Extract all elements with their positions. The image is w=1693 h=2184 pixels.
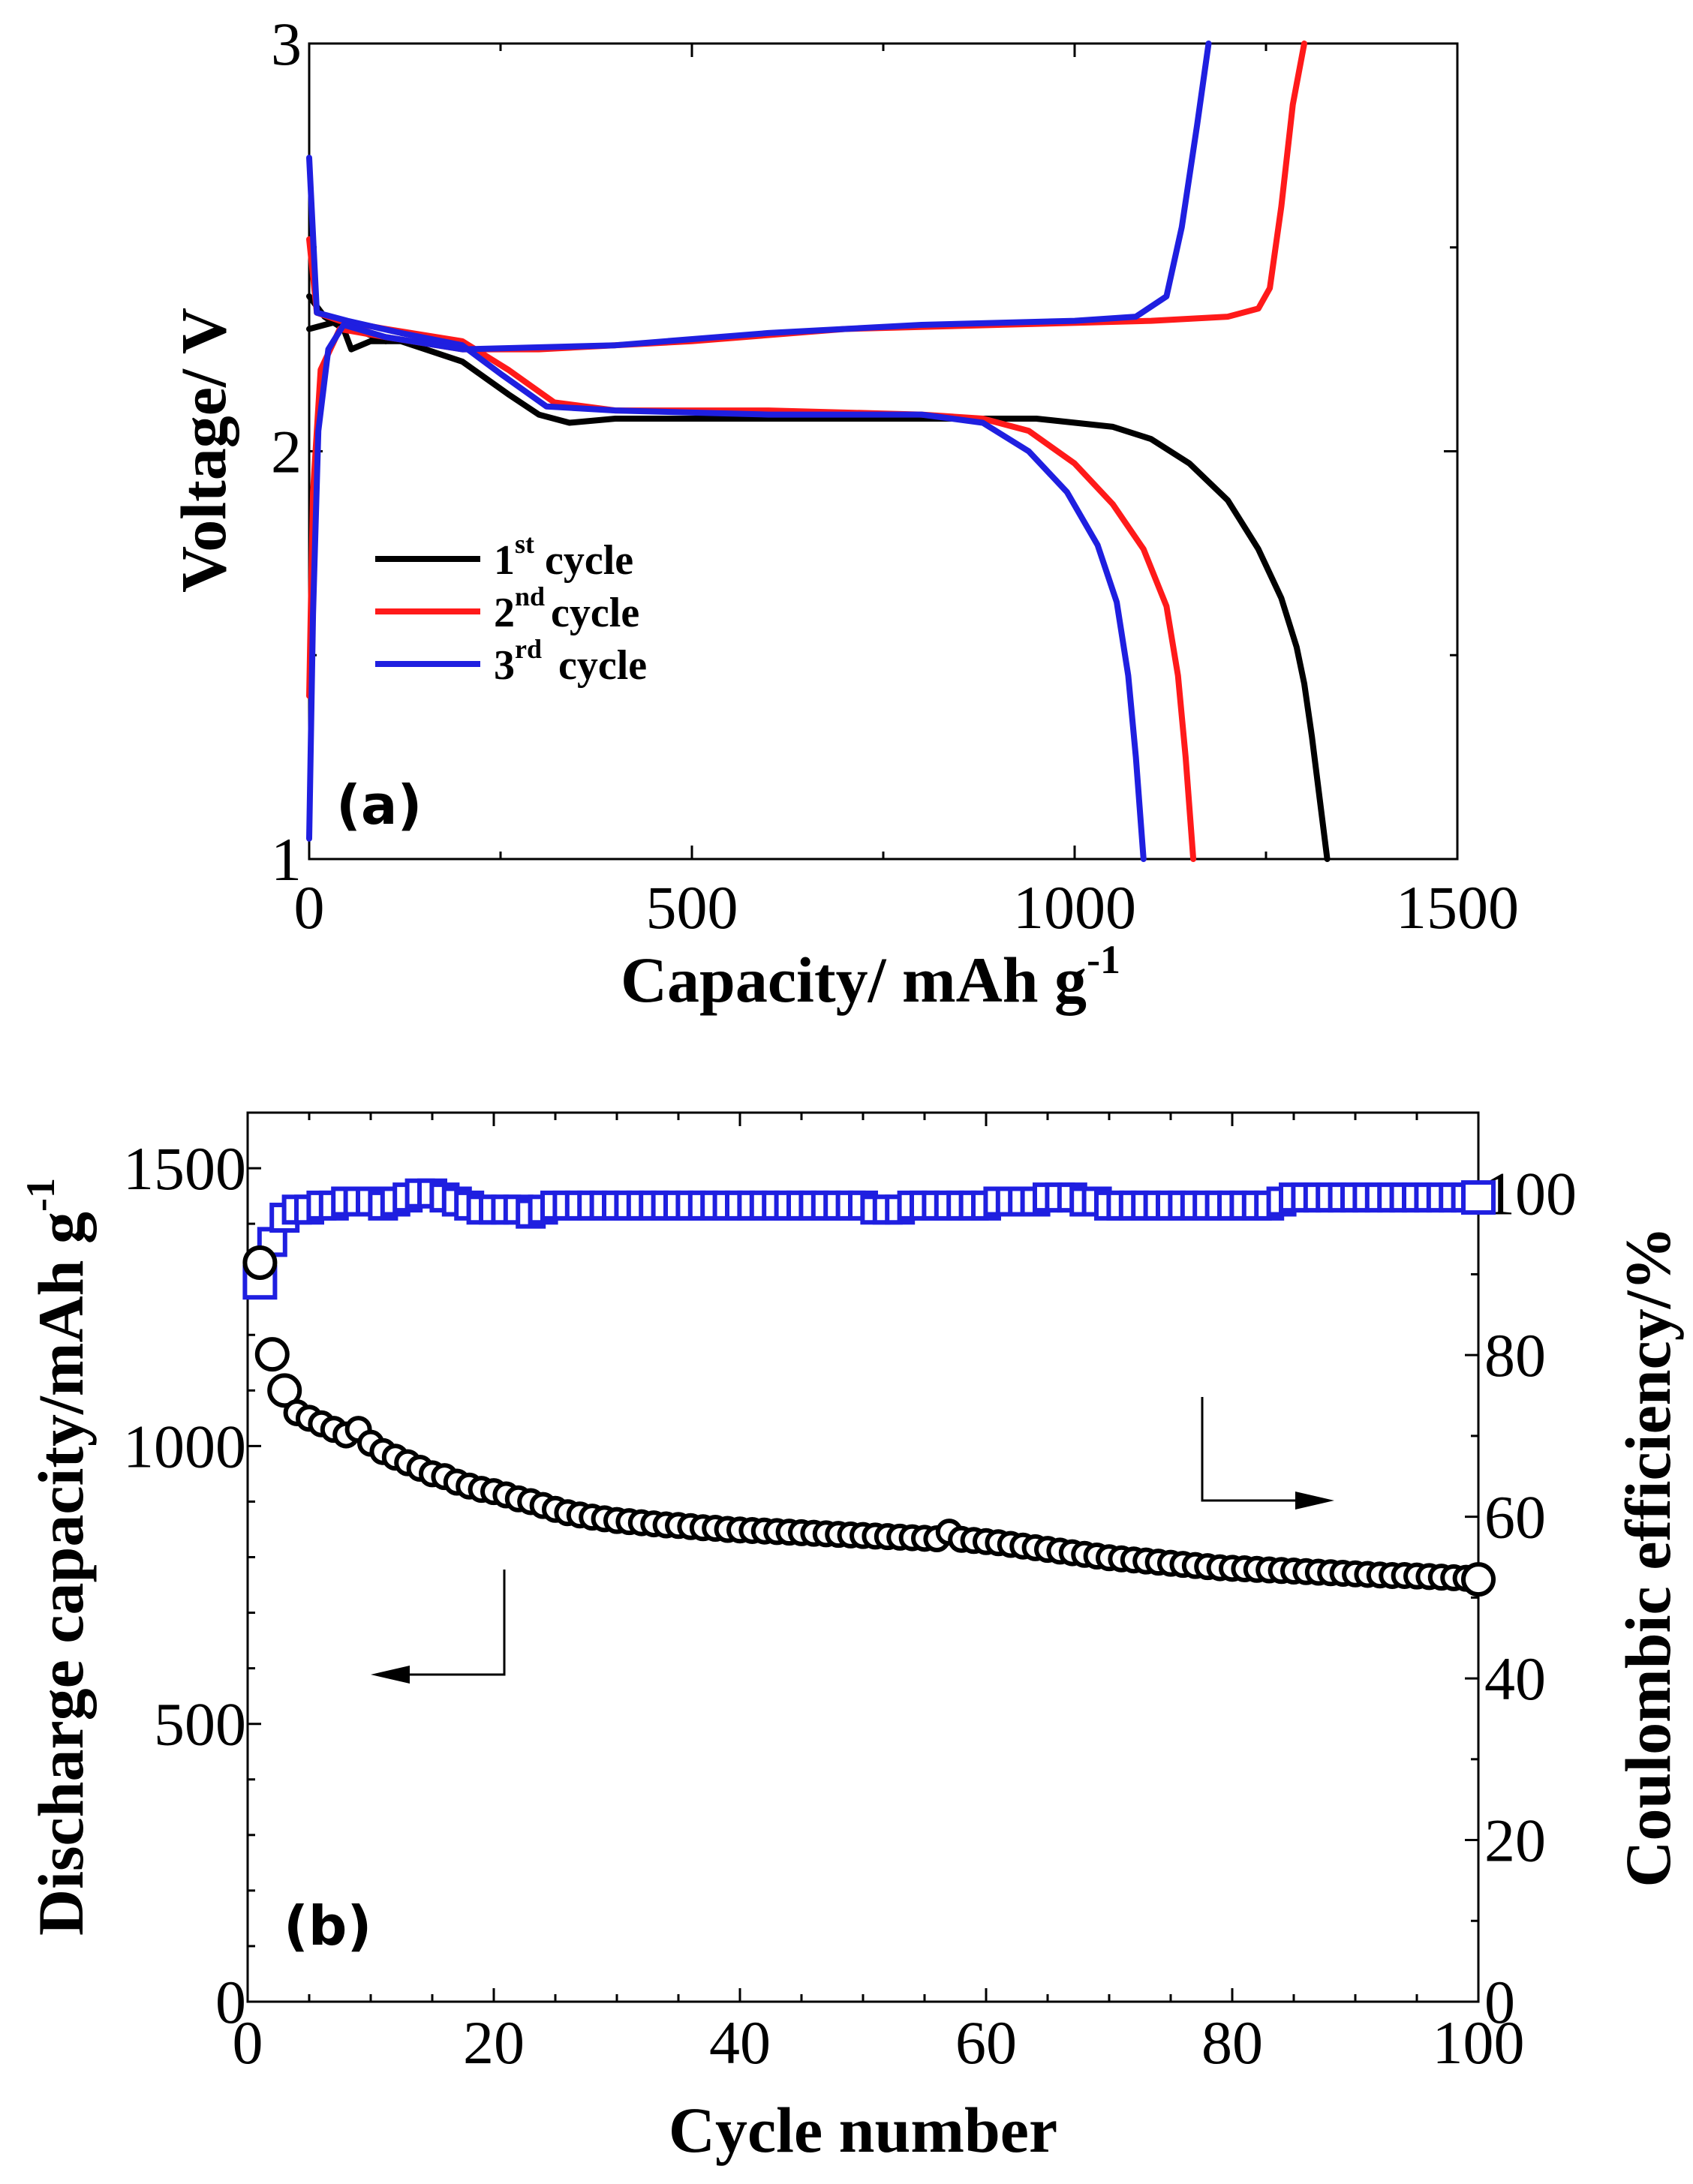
discharge-capacity-point	[1461, 1562, 1496, 1597]
panel-a-3-cycle-discharge-curve	[306, 155, 1147, 862]
panel-b-left-y-tick-label: 500	[154, 1690, 246, 1759]
panel-b-x-axis-title: Cycle number	[669, 2094, 1057, 2166]
panel-a-x-axis-title: Capacity/ mAh g-1	[621, 937, 1120, 1016]
panel-b-x-tick-label: 40	[709, 2008, 771, 2077]
panel-b-right-y-tick-label: 60	[1484, 1483, 1546, 1552]
panel-b-left-y-tick-label: 1500	[123, 1134, 246, 1203]
coulombic-efficiency-point	[1461, 1180, 1496, 1215]
panel-a-2-cycle-charge-curve	[306, 41, 1307, 699]
panel-a-y-tick-label: 1	[271, 825, 302, 894]
panel-b-x-tick-label: 20	[463, 2008, 525, 2077]
panel-b-right-y-tick-label: 40	[1484, 1645, 1546, 1713]
panel-b-label: (b)	[284, 1894, 371, 1957]
panel-b-left-y-tick-label: 0	[215, 1968, 246, 2036]
panel-b-x-tick-label: 80	[1201, 2008, 1263, 2077]
discharge-capacity-point	[254, 1337, 290, 1372]
panel-b-x-tick-label: 0	[233, 2008, 263, 2077]
legend-label-3rd-cycle: 3rd cycle	[494, 634, 647, 689]
panel-b-right-y-tick-label: 20	[1484, 1807, 1546, 1875]
right-axis-arrow	[1201, 1397, 1334, 1510]
panel-a-y-axis-title: Voltage/ V	[167, 308, 239, 593]
panel-a-voltage-profile: 0 500 1000 1500 1 2 3 Capacity/ mAh g-1 Voltag…	[167, 10, 1519, 1016]
panel-b-x-tick-label: 100	[1433, 2008, 1525, 2077]
panel-a-y-tick-label: 3	[271, 10, 302, 78]
panel-a-series	[306, 41, 1331, 862]
panel-b-series	[242, 1178, 1496, 1597]
panel-b-right-y-tick-label: 0	[1484, 1968, 1515, 2036]
panel-b-right-y-axis-title: Coulombic efficiency/%	[1612, 1226, 1684, 1887]
legend-label-1st-cycle: 1st cycle	[494, 529, 633, 584]
panel-a-3-cycle-charge-curve	[306, 41, 1212, 842]
panel-a-label: (a)	[336, 774, 422, 837]
panel-b-left-y-tick-label: 1000	[123, 1412, 246, 1480]
panel-b-plot-frame	[246, 1111, 1480, 2003]
panel-a-y-tick-label: 2	[271, 418, 302, 486]
panel-b-left-y-axis-title: Discharge capacity/mAh g-1	[18, 1178, 97, 1936]
panel-a-x-tick-label: 1000	[1013, 873, 1136, 942]
panel-a-x-tick-label: 0	[294, 873, 325, 942]
panel-b-right-y-tick-label: 80	[1484, 1321, 1546, 1389]
panel-b-ticks	[246, 1113, 1480, 2003]
panel-a-x-tick-label: 1500	[1396, 873, 1519, 942]
panel-a-1-cycle-discharge-curve	[306, 293, 1331, 862]
discharge-capacity-point	[242, 1245, 278, 1280]
panel-b-right-y-tick-label: 100	[1484, 1160, 1577, 1228]
legend-label-2nd-cycle: 2nd cycle	[494, 581, 639, 636]
discharge-capacity-point	[267, 1373, 302, 1408]
panel-a-tick-labels: 0 500 1000 1500 1 2 3	[271, 10, 1519, 942]
panel-b-x-tick-label: 60	[955, 2008, 1017, 2077]
left-axis-arrow	[371, 1570, 506, 1684]
panel-a-x-tick-label: 500	[646, 873, 738, 942]
panel-a-legend: 1st cycle 2nd cycle 3rd cycle	[375, 529, 647, 689]
